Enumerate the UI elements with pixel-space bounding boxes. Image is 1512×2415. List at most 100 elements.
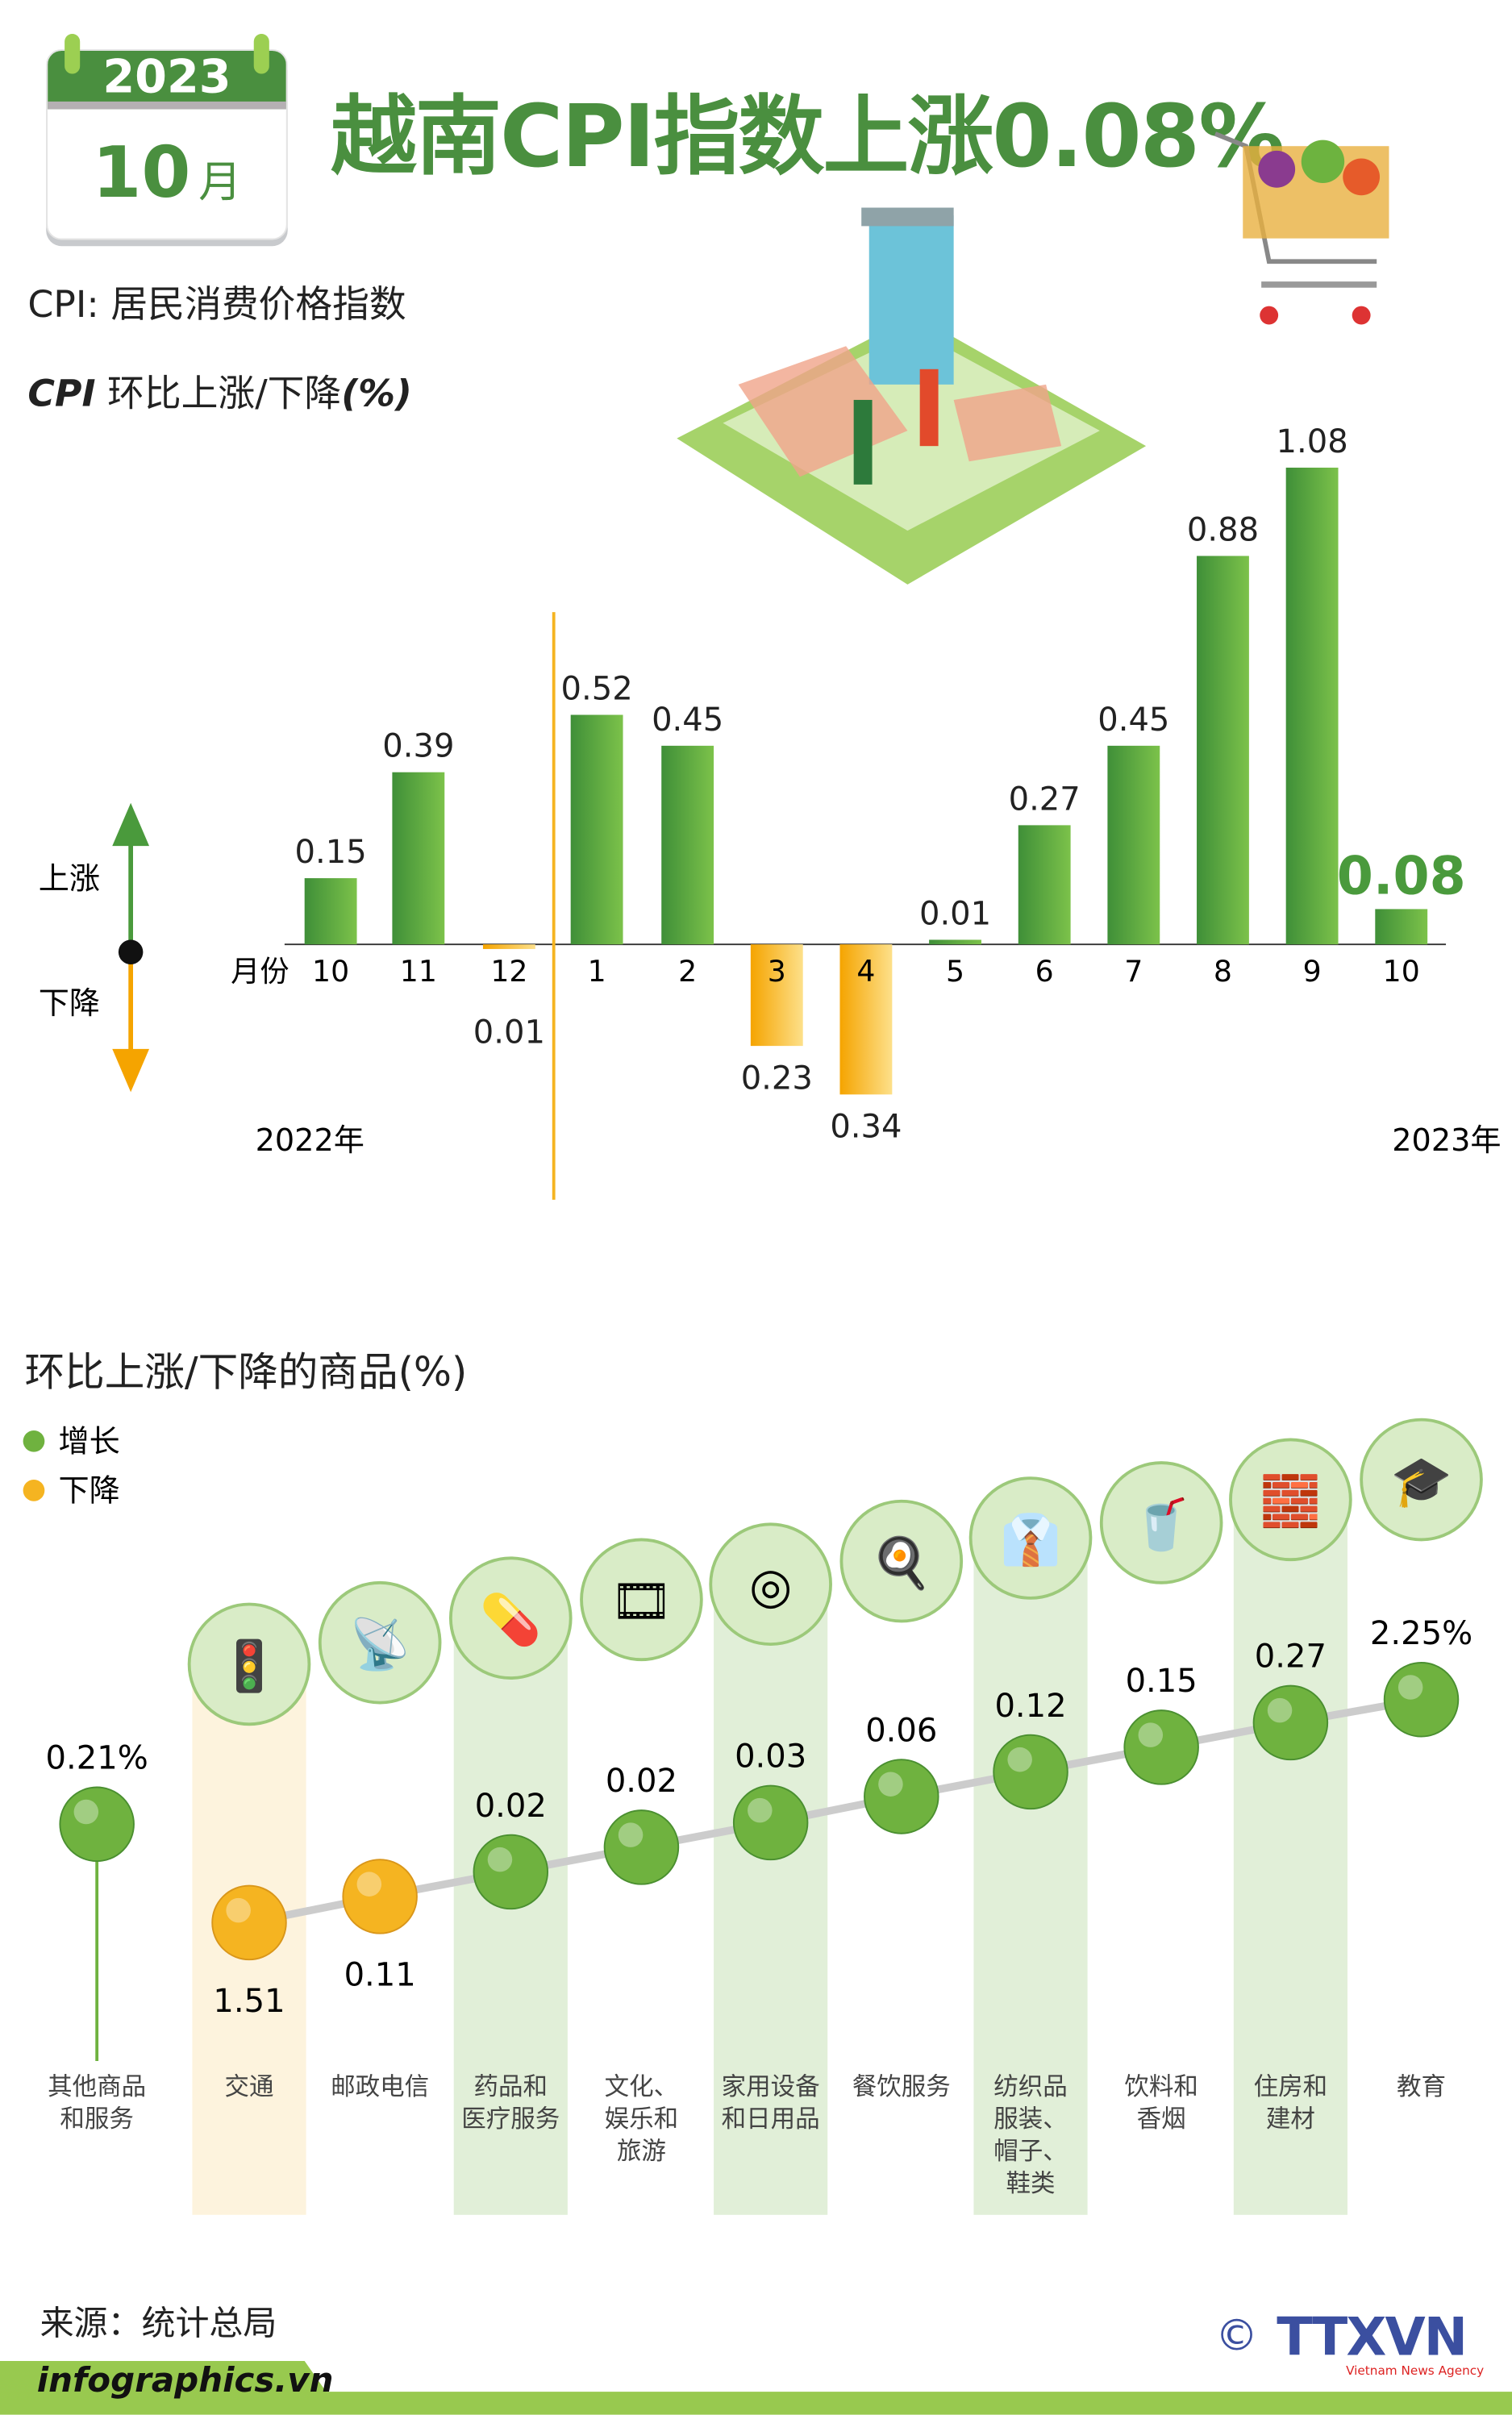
month-tick: 7 [1124,954,1143,989]
site-link[interactable]: infographics.vn [36,2362,334,2401]
bar-value-label: 0.15 [295,834,367,871]
calendar-ring-icon [253,33,269,74]
bar-value-label: 0.45 [1098,702,1169,739]
point-value-label: 0.27 [1255,1638,1327,1676]
origin-dot [118,939,144,965]
meal-plate-icon: 🍳 [871,1534,932,1593]
film-reel-icon-bg [580,1538,703,1662]
legend-down: 下降 [39,985,100,1021]
medicine-pill-icon-bg [448,1556,573,1680]
up-arrow-icon [112,802,150,847]
bar-5 [750,944,803,1047]
month-tick: 9 [1303,954,1322,989]
bar-value-label: 1.08 [1277,423,1348,460]
bar-6 [839,944,893,1095]
trend-line [248,1696,1422,1927]
point-value-label: 0.03 [735,1738,806,1776]
data-point-highlight [878,1772,903,1797]
category-label: 服装、 [993,2105,1068,2134]
category-label: 药品和 [474,2073,548,2101]
month-tick: 2 [678,954,697,989]
shopping-cart-icon [1214,131,1389,325]
point-value-label: 1.51 [213,1983,285,2020]
bar-9 [1107,745,1160,945]
category-label: 帽子、 [993,2138,1068,2166]
film-reel-icon: 🎞 [610,1573,673,1630]
down-arrow-icon [112,1048,150,1093]
drinks-cigarettes-icon: 🥤 [1131,1496,1192,1553]
data-point-highlight [1267,1697,1293,1723]
chart1-title: CPI 环比上涨/下降(%) [27,372,412,416]
point-value-label: 0.21% [46,1740,148,1777]
calendar-year: 2023 [48,50,286,110]
category-label: 饮料和 [1124,2073,1198,2101]
category-label: 建材 [1266,2105,1315,2134]
point-value-label: 0.12 [994,1688,1066,1725]
washing-machine-icon: ◎ [749,1558,792,1615]
category-band [973,1538,1088,2215]
calendar-month-unit: 月 [198,156,242,208]
source-note: 来源：统计总局 [40,2305,277,2345]
category-label: 和日用品 [722,2105,820,2134]
year-label-2023: 2023年 [1392,1122,1501,1158]
data-point-highlight [1397,1675,1423,1700]
footer-bar [0,2361,1512,2415]
point-value-label: 2.25% [1370,1615,1472,1652]
antenna-tower-icon: 📡 [349,1613,410,1673]
category-label: 餐饮服务 [852,2073,951,2101]
category-label: 家用设备 [722,2073,820,2101]
data-point-highlight [1138,1722,1164,1747]
calendar-month: 10 [92,131,191,214]
bar-value-label: 0.01 [473,1014,545,1051]
data-point [1383,1662,1460,1738]
month-tick: 6 [1035,954,1054,989]
month-tick: 12 [490,954,527,989]
point-value-label: 0.02 [606,1763,677,1800]
copyright-icon: © [1214,2310,1259,2362]
month-tick: 10 [1383,954,1420,989]
bar-value-label: 0.23 [741,1060,813,1097]
data-point-highlight [487,1847,513,1872]
data-point-highlight [356,1872,382,1897]
bar-value-label: 0.52 [561,670,633,707]
category-label: 旅游 [617,2138,666,2166]
point-value-label: 0.11 [344,1957,416,1994]
data-point [993,1734,1068,1810]
legend-increase: 增长 [58,1424,119,1459]
bar-10 [1197,556,1249,945]
bar-value-label: 0.45 [652,702,723,739]
category-label: 鞋类 [1006,2170,1056,2198]
graduation-cap-icon-bg [1360,1418,1483,1542]
data-point-highlight [748,1797,773,1823]
traffic-light-icon: 🚦 [219,1638,280,1695]
clothing-shoes-icon: 👔 [1000,1511,1061,1568]
ttxvn-logo-sub: Vietnam News Agency [1346,2363,1485,2378]
supermarket-illustration [677,207,1147,585]
data-point-highlight [73,1799,99,1825]
category-label: 娱乐和 [605,2105,679,2134]
bar-value-label: 0.34 [830,1109,902,1146]
point-value-label: 0.15 [1126,1663,1198,1700]
medicine-pill-icon: 💊 [480,1590,541,1650]
ttxvn-logo: TTXVN [1277,2307,1468,2369]
legend-decrease: 下降 [58,1473,119,1509]
bar-12 [1375,909,1428,945]
page-title: 越南CPI指数上涨0.08% [331,87,1285,188]
data-point [732,1784,809,1861]
data-point-highlight [226,1897,251,1923]
category-label: 和服务 [60,2105,134,2134]
washing-machine-icon-bg [709,1522,832,1647]
bricks-helmet-icon-bg [1229,1438,1352,1562]
bar-value-label: 0.27 [1009,781,1081,818]
month-tick: 8 [1214,954,1232,989]
category-band [453,1618,568,2215]
category-band [714,1584,828,2215]
legend-dot-green [23,1430,45,1452]
bar-3 [570,714,623,945]
data-point [342,1859,418,1934]
graduation-cap-icon: 🎓 [1391,1453,1452,1510]
bar-value-label: 0.08 [1337,846,1466,906]
month-tick: 1 [588,954,606,989]
